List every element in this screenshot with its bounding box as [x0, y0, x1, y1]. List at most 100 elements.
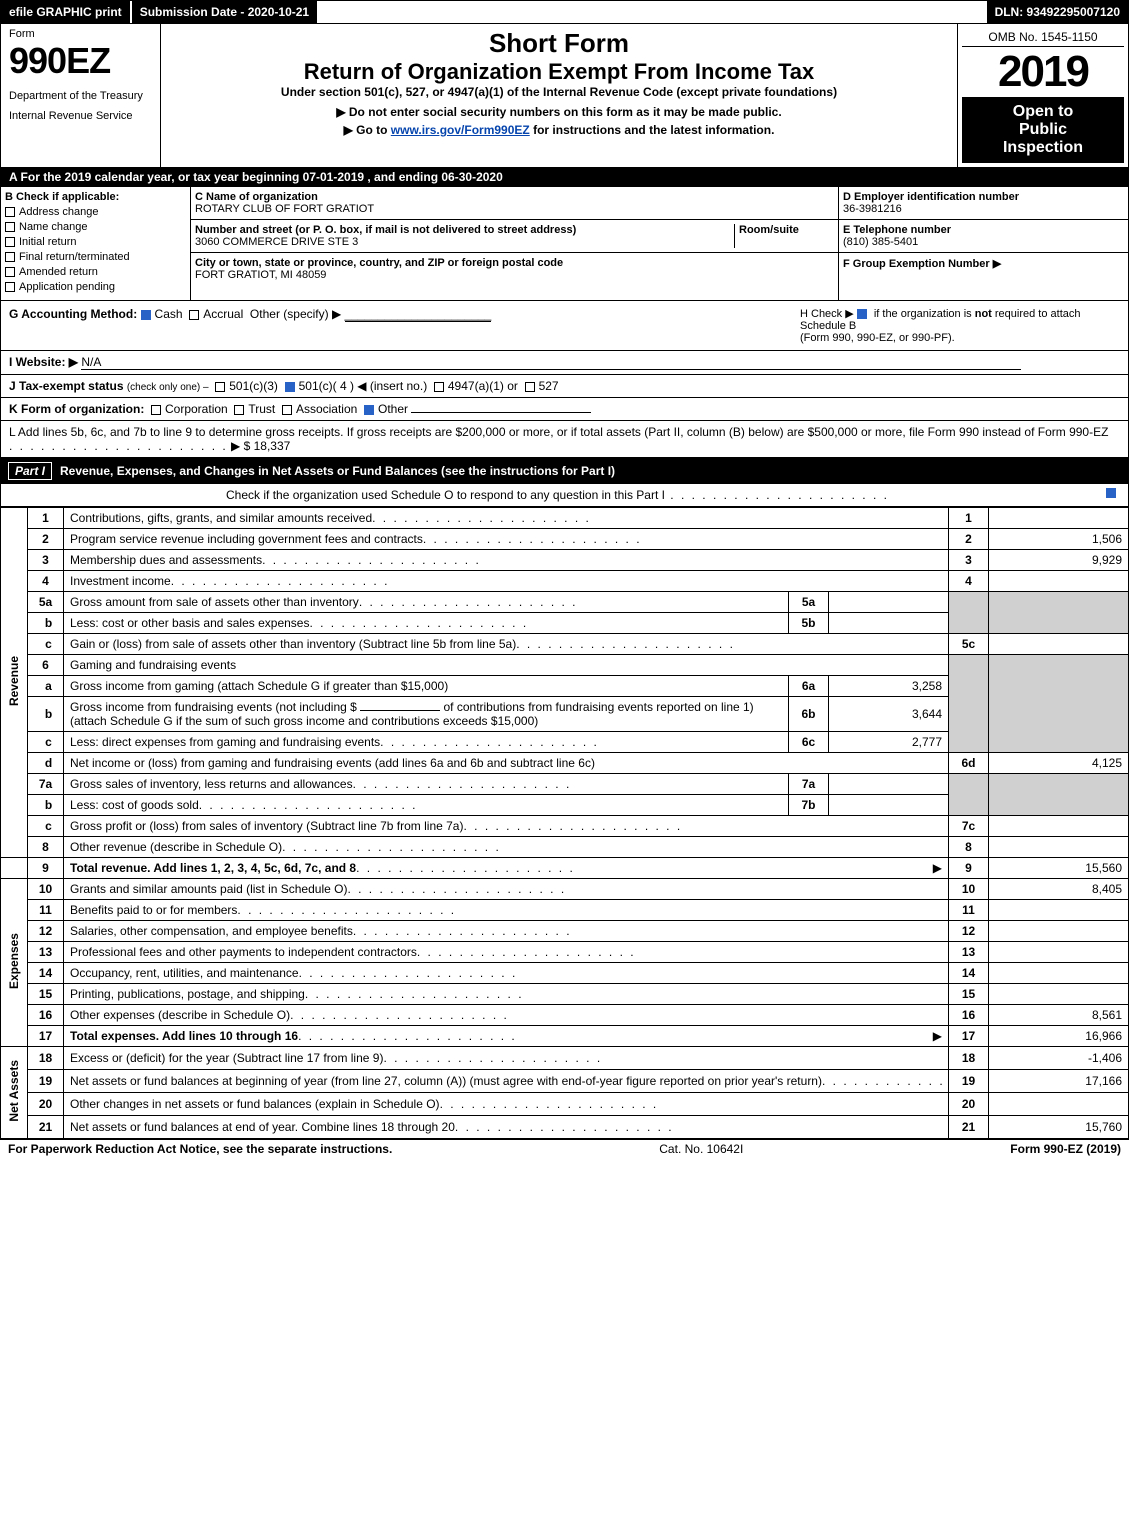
lineno-12: 12 — [28, 921, 64, 942]
lineno-11: 11 — [28, 900, 64, 921]
numcol-15: 15 — [949, 984, 989, 1005]
desc-18: Excess or (deficit) for the year (Subtra… — [70, 1051, 383, 1065]
goto-link[interactable]: www.irs.gov/Form990EZ — [391, 123, 530, 137]
label-corp: Corporation — [165, 402, 228, 416]
checkbox-501c3[interactable] — [215, 382, 225, 392]
checkbox-name[interactable] — [5, 222, 15, 232]
dots-icon — [665, 488, 889, 502]
subref-6a: 6a — [789, 676, 829, 697]
dots-icon — [262, 553, 942, 567]
subref-6b: 6b — [789, 697, 829, 732]
checkbox-address[interactable] — [5, 207, 15, 217]
numcol-8: 8 — [949, 837, 989, 858]
phone-label: E Telephone number — [843, 224, 1124, 236]
lineno-7b: b — [28, 795, 64, 816]
dots-icon — [171, 574, 942, 588]
checkbox-schedule-o[interactable] — [1106, 488, 1116, 498]
label-final: Final return/terminated — [19, 251, 130, 263]
subval-6a: 3,258 — [829, 676, 949, 697]
lineno-6d: d — [28, 753, 64, 774]
label-initial: Initial return — [19, 236, 76, 248]
numcol-5c: 5c — [949, 634, 989, 655]
omb-number: OMB No. 1545-1150 — [962, 28, 1124, 47]
dots-icon — [516, 637, 942, 651]
dots-icon — [353, 777, 782, 791]
subref-5b: 5b — [789, 613, 829, 634]
form-number: 990EZ — [9, 40, 152, 82]
lineno-15: 15 — [28, 984, 64, 1005]
lineno-8: 8 — [28, 837, 64, 858]
checkbox-501c[interactable] — [285, 382, 295, 392]
form-word: Form — [9, 28, 152, 40]
amount-20 — [989, 1092, 1129, 1115]
amount-7c — [989, 816, 1129, 837]
checkbox-amended[interactable] — [5, 267, 15, 277]
desc-6b: Gross income from fundraising events (no… — [64, 697, 789, 732]
city-label: City or town, state or province, country… — [195, 257, 834, 269]
subval-7b — [829, 795, 949, 816]
under-section: Under section 501(c), 527, or 4947(a)(1)… — [169, 85, 949, 99]
grey-amt-7 — [989, 774, 1129, 816]
desc-19: Net assets or fund balances at beginning… — [70, 1074, 822, 1088]
org-name-value: ROTARY CLUB OF FORT GRATIOT — [195, 203, 834, 215]
dept-treasury: Department of the Treasury — [9, 90, 152, 102]
lineno-6b: b — [28, 697, 64, 732]
checkbox-pending[interactable] — [5, 282, 15, 292]
numcol-4: 4 — [949, 571, 989, 592]
form-header: Form 990EZ Department of the Treasury In… — [0, 24, 1129, 168]
open-line1: Open to — [964, 103, 1122, 121]
lineno-5a: 5a — [28, 592, 64, 613]
dots-icon — [347, 882, 942, 896]
checkbox-cash[interactable] — [141, 310, 151, 320]
netassets-label: Net Assets — [1, 1047, 28, 1139]
lineno-18: 18 — [28, 1047, 64, 1070]
numcol-3: 3 — [949, 550, 989, 571]
amount-4 — [989, 571, 1129, 592]
grey-amt-5 — [989, 592, 1129, 634]
amount-21: 15,760 — [989, 1115, 1129, 1138]
checkbox-assoc[interactable] — [282, 405, 292, 415]
footer-left: For Paperwork Reduction Act Notice, see … — [8, 1142, 392, 1156]
lineno-21: 21 — [28, 1115, 64, 1138]
numcol-2: 2 — [949, 529, 989, 550]
desc-6c: Less: direct expenses from gaming and fu… — [70, 735, 380, 749]
checkbox-final[interactable] — [5, 252, 15, 262]
checkbox-accrual[interactable] — [189, 310, 199, 320]
amount-13 — [989, 942, 1129, 963]
efile-button[interactable]: efile GRAPHIC print — [1, 1, 130, 23]
label-name: Name change — [19, 221, 88, 233]
amount-5c — [989, 634, 1129, 655]
amount-12 — [989, 921, 1129, 942]
label-501c: 501(c)( 4 ) ◀ (insert no.) — [299, 379, 428, 393]
amount-14 — [989, 963, 1129, 984]
dots-icon — [440, 1097, 942, 1111]
website-row: I Website: ▶ N/A — [0, 351, 1129, 375]
numcol-9: 9 — [949, 858, 989, 879]
desc-15: Printing, publications, postage, and shi… — [70, 987, 305, 1001]
desc-1: Contributions, gifts, grants, and simila… — [70, 511, 372, 525]
numcol-17: 17 — [949, 1026, 989, 1047]
checkbox-trust[interactable] — [234, 405, 244, 415]
label-accrual: Accrual — [203, 307, 243, 321]
desc-13: Professional fees and other payments to … — [70, 945, 417, 959]
lineno-7c: c — [28, 816, 64, 837]
checkbox-4947[interactable] — [434, 382, 444, 392]
info-block: B Check if applicable: Address change Na… — [0, 187, 1129, 301]
short-form-title: Short Form — [169, 28, 949, 59]
lineno-5b: b — [28, 613, 64, 634]
other-specify-line: ______________________ — [345, 307, 492, 322]
checkbox-initial[interactable] — [5, 237, 15, 247]
desc-20: Other changes in net assets or fund bala… — [70, 1097, 440, 1111]
checkbox-schedule-b[interactable] — [857, 309, 867, 319]
org-info: C Name of organization ROTARY CLUB OF FO… — [191, 187, 838, 300]
desc-3: Membership dues and assessments — [70, 553, 262, 567]
desc-10: Grants and similar amounts paid (list in… — [70, 882, 347, 896]
checkbox-527[interactable] — [525, 382, 535, 392]
desc-7b: Less: cost of goods sold — [70, 798, 199, 812]
desc-2: Program service revenue including govern… — [70, 532, 423, 546]
goto-pre: ▶ Go to — [344, 123, 391, 137]
checkbox-corp[interactable] — [151, 405, 161, 415]
desc-7c: Gross profit or (loss) from sales of inv… — [70, 819, 463, 833]
checkbox-other-org[interactable] — [364, 405, 374, 415]
ein-value: 36-3981216 — [843, 203, 1124, 215]
